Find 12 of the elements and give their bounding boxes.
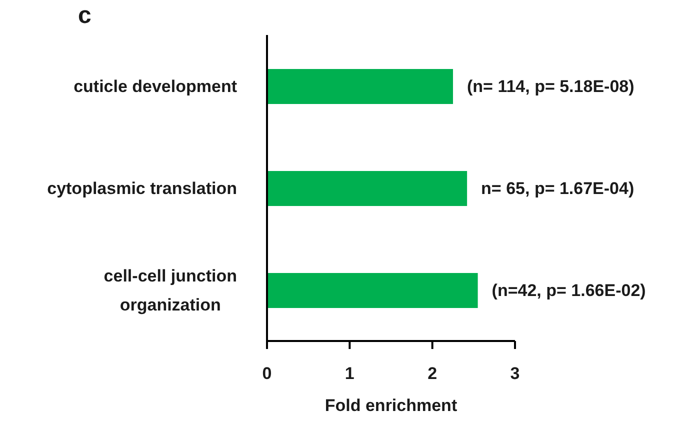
x-tick-label: 3	[510, 364, 520, 384]
x-tick-label: 0	[262, 364, 272, 384]
x-axis-title: Fold enrichment	[324, 396, 458, 415]
x-tick-label: 2	[428, 364, 438, 384]
y-tick-label: cytoplasmic translation	[47, 178, 237, 198]
y-tick-label: cell-cell junction organization	[104, 266, 238, 314]
data-label: (n=42, p= 1.66E-02)	[492, 281, 646, 300]
text: c	[78, 2, 92, 30]
x-tick-label: 1	[344, 364, 354, 384]
y-tick-label: cuticle development	[74, 76, 238, 96]
data-label: (n= 114, p= 5.18E-08)	[467, 77, 634, 96]
data-label: n= 65, p= 1.67E-04)	[481, 179, 634, 198]
